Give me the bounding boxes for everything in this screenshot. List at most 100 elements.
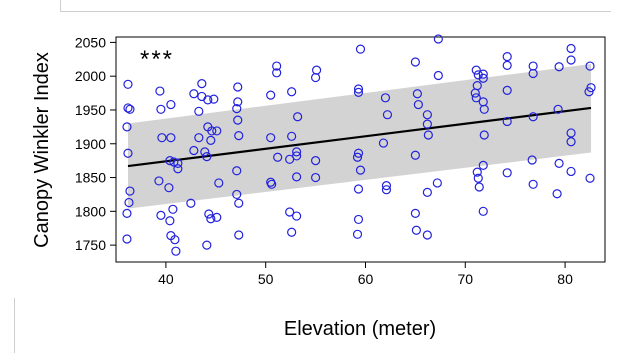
- x-tick-label: 50: [258, 271, 274, 287]
- data-point: [410, 57, 420, 67]
- data-point: [585, 61, 595, 71]
- data-point: [202, 151, 212, 162]
- data-point: [553, 104, 563, 114]
- data-point: [353, 214, 364, 225]
- data-point: [273, 152, 283, 162]
- data-point: [233, 115, 243, 125]
- frame-top-border: [60, 0, 611, 12]
- data-point: [355, 44, 366, 54]
- data-point: [378, 138, 389, 148]
- data-point: [169, 157, 179, 167]
- x-tick-label: 60: [358, 271, 374, 287]
- data-point: [122, 208, 132, 218]
- x-tick-label: 80: [557, 271, 573, 287]
- data-point: [528, 112, 538, 122]
- y-tick-label: 1850: [75, 170, 106, 186]
- data-point: [310, 72, 321, 83]
- data-point: [124, 197, 134, 208]
- data-point: [165, 216, 175, 226]
- data-point: [552, 189, 562, 199]
- data-point: [566, 166, 576, 177]
- data-point: [527, 155, 537, 165]
- data-point: [154, 176, 164, 186]
- data-point: [203, 95, 213, 105]
- data-point: [422, 119, 432, 129]
- x-tick-label: 70: [457, 271, 473, 287]
- data-point: [381, 185, 392, 195]
- data-point: [352, 152, 363, 162]
- data-point: [566, 137, 576, 147]
- data-point: [209, 94, 219, 104]
- data-point: [266, 133, 276, 143]
- data-point: [353, 148, 364, 158]
- y-tick-label: 1900: [75, 136, 106, 152]
- x-axis-title: Elevation (meter): [284, 318, 436, 340]
- data-point: [156, 210, 166, 220]
- data-point: [189, 89, 199, 99]
- y-tick-label: 2000: [75, 68, 106, 84]
- data-point: [212, 126, 222, 136]
- significance-annotation: ***: [140, 46, 174, 73]
- y-tick-label: 2050: [75, 34, 106, 50]
- data-point: [310, 172, 321, 183]
- data-point: [410, 150, 420, 160]
- data-point: [272, 61, 282, 71]
- data-point: [413, 99, 423, 110]
- data-point: [422, 187, 432, 198]
- data-point: [422, 110, 432, 120]
- x-tick-label: 40: [158, 271, 174, 287]
- data-point: [293, 112, 303, 122]
- data-point: [353, 84, 364, 94]
- data-point: [232, 189, 242, 200]
- data-point: [171, 246, 181, 256]
- data-point: [584, 87, 594, 97]
- data-point: [432, 178, 442, 188]
- data-point: [479, 130, 489, 140]
- data-point: [233, 82, 243, 92]
- data-point: [353, 87, 364, 98]
- data-point: [287, 227, 297, 237]
- data-point: [157, 133, 167, 143]
- data-point: [292, 147, 302, 157]
- data-point: [233, 97, 243, 107]
- data-point: [566, 55, 576, 65]
- data-point: [123, 79, 133, 89]
- data-point: [168, 204, 178, 214]
- data-point: [410, 208, 420, 218]
- data-point: [123, 148, 133, 158]
- data-point: [164, 183, 174, 193]
- data-point: [287, 131, 297, 141]
- data-point: [173, 158, 183, 168]
- data-point: [353, 184, 364, 194]
- y-axis: 1750 1800 1850 1900 1950 2000 2050: [75, 34, 116, 253]
- data-point: [310, 156, 321, 166]
- data-point: [232, 104, 242, 114]
- data-point: [502, 116, 512, 127]
- data-point: [566, 128, 576, 138]
- data-point: [292, 172, 302, 182]
- data-point: [123, 103, 133, 113]
- data-point: [194, 106, 204, 116]
- data-point: [423, 130, 433, 140]
- data-point: [166, 99, 176, 110]
- data-point: [122, 234, 132, 244]
- data-point: [232, 166, 242, 176]
- data-point: [433, 70, 443, 81]
- data-point: [212, 212, 222, 223]
- data-point: [566, 43, 576, 54]
- data-point: [125, 186, 135, 196]
- data-point: [234, 131, 244, 141]
- data-point: [502, 168, 512, 178]
- y-tick-label: 1750: [75, 237, 106, 253]
- data-point: [470, 88, 480, 98]
- data-point: [165, 156, 175, 166]
- data-point: [267, 179, 277, 189]
- data-point: [474, 182, 484, 192]
- data-point: [173, 164, 183, 174]
- data-point: [502, 85, 512, 95]
- data-point: [528, 179, 538, 189]
- data-point: [292, 211, 302, 221]
- data-point: [285, 207, 295, 217]
- data-point: [412, 89, 422, 99]
